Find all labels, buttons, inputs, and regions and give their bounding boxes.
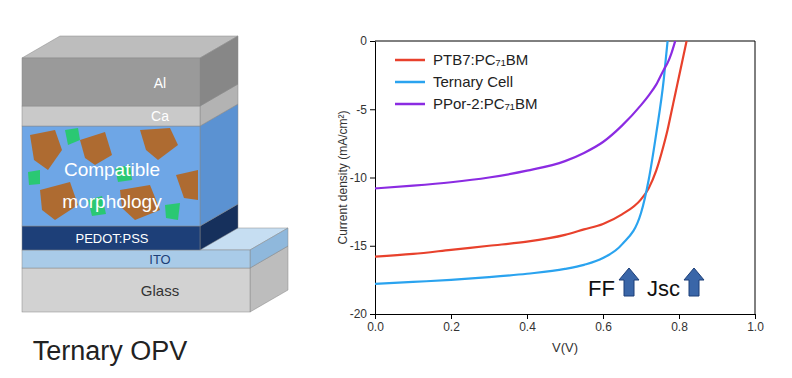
x-tick-label: 0.2 — [443, 320, 460, 334]
x-axis: 0.0 0.2 0.4 0.6 0.8 1.0 — [367, 314, 764, 334]
morphology-domain — [140, 128, 178, 160]
morphology-domain — [176, 170, 198, 200]
y-axis-line — [375, 42, 376, 315]
y-tick: 0 — [360, 34, 375, 48]
y-tick-label: -15 — [350, 239, 368, 253]
y-tick-label: -20 — [350, 307, 368, 321]
y-tick-label: 0 — [360, 34, 367, 48]
al-layer — [22, 36, 238, 106]
layer-label: PEDOT:PSS — [76, 231, 149, 246]
x-tick: 0.6 — [595, 314, 612, 334]
al-layer-front — [22, 58, 200, 106]
layer-label: Glass — [141, 282, 179, 299]
layer-label: ITO — [149, 252, 170, 267]
legend-swatch — [395, 81, 425, 84]
y-axis-title: Current density (mA/cm²) — [336, 110, 350, 244]
x-tick-mark — [451, 314, 452, 319]
x-tick-label: 0.6 — [595, 320, 612, 334]
x-tick-mark — [755, 314, 756, 319]
active-layer-label: morphology — [62, 191, 162, 212]
series-line — [375, 41, 675, 188]
x-tick: 0.4 — [519, 314, 536, 334]
annotation-arrow — [684, 268, 704, 296]
ito-layer-side — [250, 228, 288, 268]
morphology-domain — [165, 203, 180, 220]
legend-label: PPor-2:PC₇₁BM — [433, 95, 537, 112]
x-tick-label: 0.8 — [671, 320, 688, 334]
series-line — [375, 41, 687, 257]
ca-layer-front — [22, 106, 200, 126]
y-tick-label: -5 — [356, 103, 367, 117]
series-group — [375, 41, 687, 284]
y-tick: -5 — [356, 103, 375, 117]
x-tick-mark — [527, 314, 528, 319]
x-tick-label: 1.0 — [747, 320, 764, 334]
series-line — [375, 41, 668, 284]
active-layer-label: Compatible — [64, 159, 160, 180]
y-tick-mark — [370, 41, 375, 42]
chart: 0.0 0.2 0.4 0.6 0.8 1.0 -20 -15 -10 -5 0 V(V) Curren… — [336, 34, 764, 355]
legend-swatch — [395, 59, 425, 62]
glass-layer-front — [22, 268, 250, 312]
y-tick-label: -10 — [350, 171, 368, 185]
glass-layer — [22, 246, 288, 312]
x-tick-mark — [679, 314, 680, 319]
annotation-arrow — [619, 268, 639, 296]
frame-top — [375, 41, 755, 42]
x-tick-label: 0.0 — [367, 320, 384, 334]
y-tick-mark — [370, 246, 375, 247]
pedot-layer-front — [22, 226, 200, 250]
layer-label: Al — [154, 75, 166, 91]
y-tick-mark — [370, 109, 375, 110]
y-tick: -10 — [350, 171, 375, 185]
legend-swatch — [395, 103, 425, 106]
morphology-domain — [30, 130, 62, 170]
morphology-domain — [65, 128, 80, 145]
layer-label: Ca — [151, 108, 169, 124]
x-tick: 1.0 — [747, 314, 764, 334]
y-axis: -20 -15 -10 -5 0 — [350, 34, 376, 321]
annotation: FF — [588, 276, 615, 301]
al-layer-side — [200, 36, 238, 106]
frame-right — [755, 41, 756, 314]
x-axis-line — [376, 314, 756, 315]
ito-layer-front — [22, 250, 250, 268]
x-tick-mark — [375, 314, 376, 319]
x-tick-mark — [603, 314, 604, 319]
x-tick-label: 0.4 — [519, 320, 536, 334]
device-diagram: Al Ca PEDOT:PSSITO Glass Compatible morpholog… — [22, 36, 288, 366]
legend-label: Ternary Cell — [433, 73, 513, 90]
y-tick: -20 — [350, 307, 375, 321]
legend-label: PTB7:PC₇₁BM — [433, 51, 528, 68]
x-tick: 0.2 — [443, 314, 460, 334]
x-axis-title: V(V) — [552, 340, 578, 355]
morphology-domain — [28, 170, 40, 185]
legend: PTB7:PC₇₁BM Ternary Cell PPor-2:PC₇₁BM — [395, 51, 537, 112]
y-tick-mark — [370, 178, 375, 179]
x-tick: 0.8 — [671, 314, 688, 334]
active-layer-front — [22, 126, 200, 226]
diagram-caption: Ternary OPV — [33, 336, 188, 366]
y-tick: -15 — [350, 239, 375, 253]
annotation: Jsc — [647, 276, 680, 301]
y-tick-mark — [370, 314, 375, 315]
x-tick: 0.0 — [367, 314, 384, 334]
